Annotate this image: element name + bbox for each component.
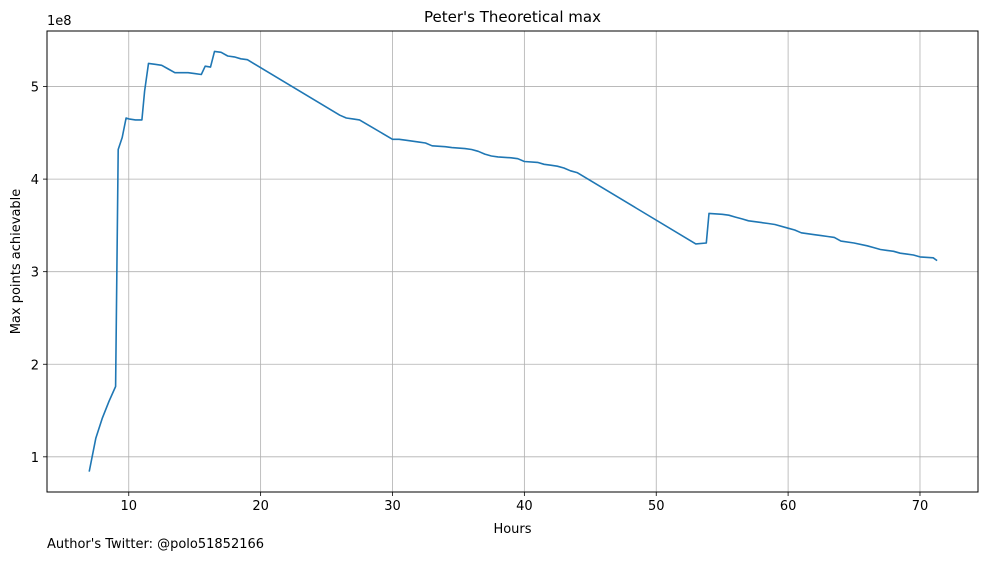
y-tick-label: 5 [31, 81, 39, 96]
y-tick-label: 2 [31, 358, 39, 373]
x-tick-label: 20 [252, 499, 269, 514]
x-tick-label: 40 [516, 499, 533, 514]
grid [47, 31, 978, 492]
x-axis-title: Hours [493, 522, 531, 537]
y-axis-title: Max points achievable [9, 189, 24, 335]
series-line [88, 50, 938, 472]
x-tick-label: 50 [648, 499, 665, 514]
x-tick-label: 70 [912, 499, 929, 514]
y-tick-label: 3 [31, 266, 39, 281]
chart-title: Peter's Theoretical max [424, 8, 601, 26]
axes-frame [46, 30, 979, 493]
x-tick-label: 60 [780, 499, 797, 514]
y-tick-label: 4 [31, 173, 39, 188]
ticks: 10 20 30 40 50 60 70 1 2 3 4 5 [31, 81, 929, 514]
author-twitter-note: Author's Twitter: @polo51852166 [47, 537, 265, 552]
y-tick-label: 1 [31, 451, 39, 466]
y-offset-label: 1e8 [47, 14, 72, 29]
x-tick-label: 10 [120, 499, 137, 514]
x-tick-label: 30 [384, 499, 401, 514]
